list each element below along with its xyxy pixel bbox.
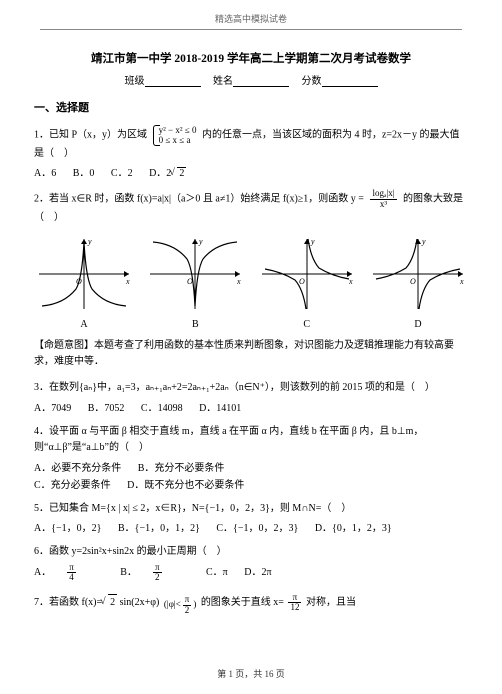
q1-options: A．6 B．0 C．2 D．22 [34, 164, 468, 179]
svg-text:O: O [410, 277, 416, 286]
svg-text:x: x [236, 277, 241, 286]
q4-opt-b: B．充分不必要条件 [138, 463, 225, 474]
q7-mid2: 的图象关于直线 x= [201, 597, 284, 608]
svg-text:y: y [198, 237, 203, 246]
q4-opt-d: D．既不充分也不必要条件 [127, 480, 244, 491]
q6-options: A．π4 B．π2 C．π D．2π [34, 563, 468, 583]
q7-pre: 7．若函数 f(x)= [34, 597, 102, 608]
chart-a-label: A [34, 319, 134, 330]
name-underline [233, 77, 289, 87]
page-body: 靖江市第一中学 2018-2019 学年高二上学期第二次月考试卷数学 班级 姓名… [0, 30, 502, 615]
q3-opt-d: D．14101 [199, 403, 241, 414]
question-5: 5．已知集合 M={x | x| ≤ 2，x∈R}，N={−1，0，2，3}，则… [34, 501, 468, 518]
q1-pre: 1．已知 P（x，y）为区域 [34, 130, 147, 141]
chart-c: x y O C [257, 234, 357, 330]
q7-tail: 对称，且当 [306, 597, 356, 608]
q5-opt-d: D．{0，1，2，3} [315, 523, 392, 534]
class-label: 班级 [125, 76, 145, 87]
q4-options-ab: A．必要不充分条件 B．充分不必要条件 [34, 459, 468, 474]
q5-opt-b: B．{−1，0，1，2} [118, 523, 200, 534]
q2-stem: 2．若当 x∈R 时，函数 f(x)=a|x|（a＞0 且 a≠1）始终满足 f… [34, 194, 364, 205]
exam-title: 靖江市第一中学 2018-2019 学年高二上学期第二次月考试卷数学 [34, 50, 468, 66]
svg-text:y: y [87, 237, 92, 246]
class-underline [145, 77, 201, 87]
q7-mid1: sin(2x+φ) [120, 597, 160, 608]
q6-opt-d: D．2π [244, 567, 271, 578]
q3-options: A．7049 B．7052 C．14098 D．14101 [34, 399, 468, 414]
q4-opt-c: C．充分必要条件 [34, 480, 111, 491]
question-3: 3．在数列{aₙ}中，a₁=3，aₙ₊₁aₙ+2=2aₙ₊₁+2aₙ（n∈N⁺）… [34, 380, 468, 397]
q1-brace: y² − x² ≤ 0 0 ≤ x ≤ a [153, 125, 197, 146]
question-6: 6．函数 y=2sin²x+sin2x 的最小正周期（ ） [34, 544, 468, 561]
q7-sqrt2: 2 [108, 594, 117, 612]
question-2: 2．若当 x∈R 时，函数 f(x)=a|x|（a＞0 且 a≠1）始终满足 f… [34, 189, 468, 226]
q5-opt-c: C．{−1，0，2，3} [216, 523, 298, 534]
question-1: 1．已知 P（x，y）为区域 y² − x² ≤ 0 0 ≤ x ≤ a 内的任… [34, 125, 468, 162]
q1-opt-c: C．2 [111, 168, 133, 179]
question-7: 7．若函数 f(x)= 2 sin(2x+φ) (|φ|<π2) 的图象关于直线 … [34, 593, 468, 615]
q1-opt-b: B．0 [73, 168, 95, 179]
q4-options-cd: C．充分必要条件 D．既不充分也不必要条件 [34, 476, 468, 491]
q6-opt-b: B．π2 [120, 567, 189, 578]
score-label: 分数 [302, 76, 322, 87]
q4-opt-a: A．必要不充分条件 [34, 463, 121, 474]
q6-opt-a: A．π4 [34, 567, 104, 578]
svg-text:O: O [299, 277, 305, 286]
chart-a: x y O A [34, 234, 134, 330]
svg-text:y: y [310, 237, 315, 246]
q3-opt-b: B．7052 [88, 403, 125, 414]
section-1-heading: 一、选择题 [34, 99, 468, 115]
chart-row: x y O A x y O B x [34, 234, 468, 330]
q7-paren: (|φ|<π2) [162, 595, 198, 615]
chart-d-label: D [368, 319, 468, 330]
q2-comment: 【命题意图】本题考查了利用函数的基本性质来判断图象，对识图能力及逻辑推理能力有较… [34, 338, 468, 370]
q1-opt-a: A．6 [34, 168, 56, 179]
q1-opt-d: D．22 [149, 168, 200, 179]
chart-c-label: C [257, 319, 357, 330]
svg-text:x: x [125, 277, 130, 286]
blanks-row: 班级 姓名 分数 [34, 72, 468, 87]
q5-options: A．{−1，0，2} B．{−1，0，1，2} C．{−1，0，2，3} D．{… [34, 519, 468, 534]
q1-brace-l2: 0 ≤ x ≤ a [159, 135, 197, 145]
score-underline [322, 77, 378, 87]
question-4: 4．设平面 α 与平面 β 相交于直线 m，直线 a 在平面 α 内，直线 b … [34, 424, 468, 457]
q6-opt-c: C．π [206, 567, 228, 578]
page-footer: 第 1 页，共 16 页 [0, 667, 502, 680]
name-label: 姓名 [213, 76, 233, 87]
q5-opt-a: A．{−1，0，2} [34, 523, 101, 534]
chart-b: x y O B [145, 234, 245, 330]
svg-text:y: y [421, 237, 426, 246]
q1-brace-l1: y² − x² ≤ 0 [159, 125, 197, 135]
svg-text:x: x [459, 277, 464, 286]
q3-opt-a: A．7049 [34, 403, 71, 414]
q7-frac2: π12 [288, 593, 301, 613]
q2-frac: logₐ|x|x³ [368, 189, 398, 210]
q3-opt-c: C．14098 [141, 403, 183, 414]
chart-b-label: B [145, 319, 245, 330]
top-note: 精选高中模拟试卷 [0, 0, 502, 25]
chart-d: x y O D [368, 234, 468, 330]
